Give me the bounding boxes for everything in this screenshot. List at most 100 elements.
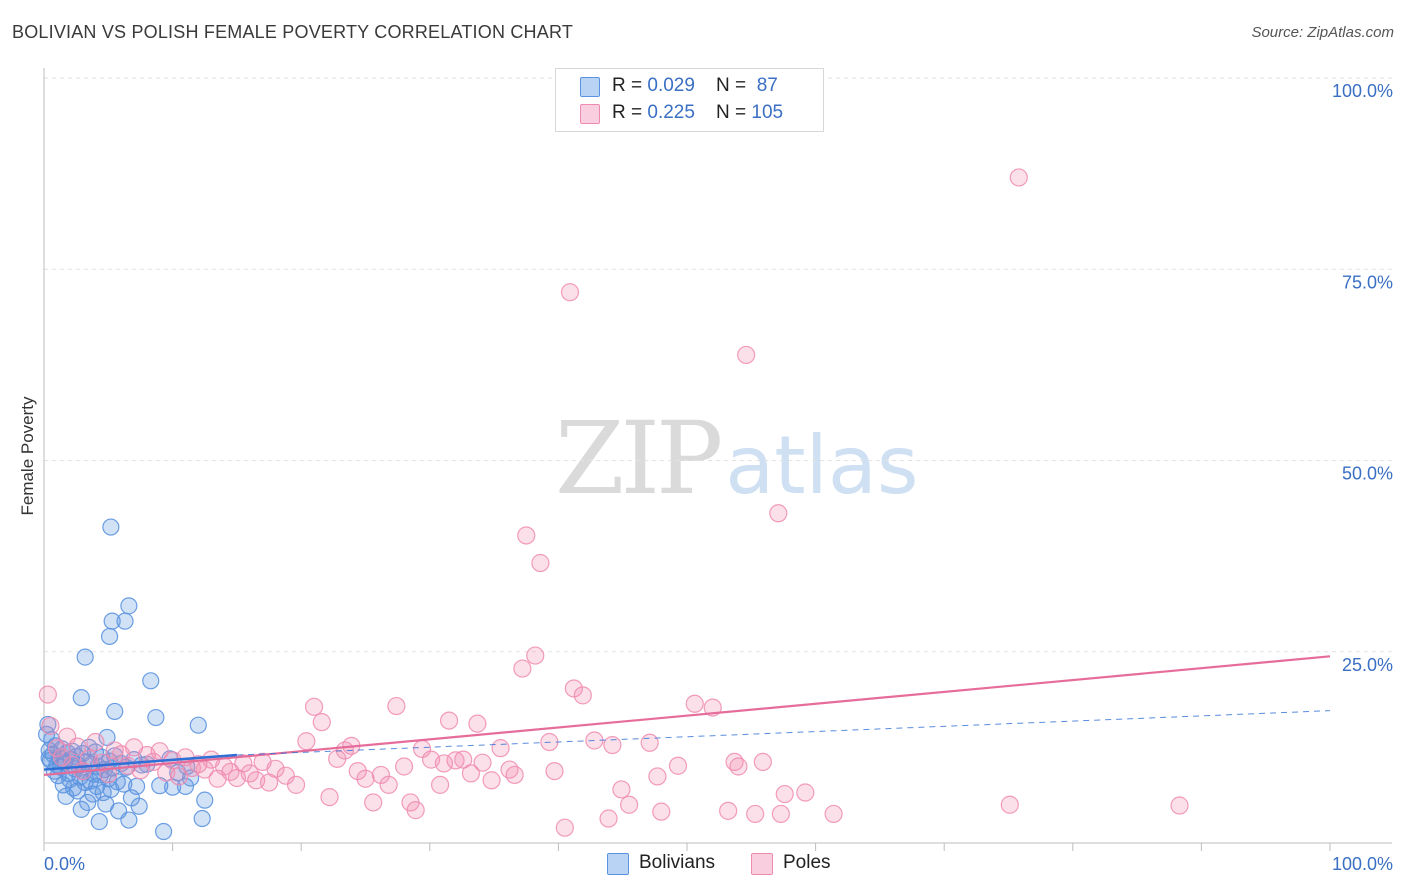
poles-point (1000, 795, 1019, 814)
poles-point (41, 716, 60, 736)
legend-n-value: 87 (751, 75, 778, 96)
poles-point (517, 526, 536, 545)
poles-point (775, 784, 794, 804)
poles-point (86, 732, 105, 752)
bolivians-point (90, 812, 108, 831)
bolivians-point (102, 518, 120, 536)
stats-legend: R = 0.029 N = 87 R = 0.225 N = 105 (555, 68, 824, 132)
legend-n-label: N = (716, 75, 752, 96)
bolivians-point (147, 708, 165, 727)
poles-point (746, 804, 765, 824)
bolivians-point (98, 728, 116, 747)
poles-point (555, 818, 574, 837)
poles-point (612, 780, 631, 799)
poles-point (312, 713, 331, 732)
poles-point (620, 795, 639, 814)
bolivians-trend-line (43, 753, 237, 771)
poles-point (356, 769, 375, 788)
bolivians-point (99, 770, 117, 788)
legend-n-label: N = (716, 102, 752, 123)
bolivians-point (103, 612, 121, 630)
poles-point (505, 765, 524, 785)
poles-point (169, 767, 189, 786)
bolivians-point (193, 809, 211, 828)
watermark-zip: ZIP (555, 400, 723, 517)
poles-point (668, 756, 688, 775)
poles-point (1170, 796, 1189, 815)
poles-point (640, 733, 659, 752)
bolivians-point (130, 797, 148, 815)
poles-point (513, 659, 532, 678)
poles-point (603, 735, 622, 755)
poles-point (652, 802, 671, 821)
bolivians-point (106, 702, 124, 721)
watermark-atlas: atlas (725, 419, 919, 512)
poles-point (648, 767, 667, 786)
y-tick-label: 100.0% (1332, 81, 1393, 101)
poles-point (599, 809, 618, 828)
poles-point (63, 755, 82, 775)
poles-point (234, 754, 253, 773)
poles-point (729, 757, 748, 776)
y-tick-label: 25.0% (1342, 655, 1393, 675)
legend-swatch-poles (751, 853, 773, 875)
bolivians-trend-dashed (236, 710, 1331, 756)
bolivians-point (142, 672, 160, 690)
poles-point (719, 801, 738, 820)
bolivians-point (189, 716, 207, 734)
legend-n-value: 105 (751, 102, 784, 123)
bolivians-point (127, 777, 146, 795)
poles-point (560, 283, 580, 302)
poles-point (545, 761, 564, 781)
poles-point (461, 764, 481, 783)
bolivians-point (72, 800, 90, 818)
poles-point (771, 804, 790, 824)
bolivians-point (196, 791, 214, 809)
poles-point (68, 737, 87, 756)
poles-point (379, 775, 398, 794)
bolivians-point (116, 612, 134, 630)
poles-point (573, 686, 592, 705)
poles-point (769, 504, 788, 523)
x-tick-label: 0.0% (44, 854, 85, 874)
bolivians-point (120, 811, 138, 829)
poles-point (240, 764, 259, 783)
poles-point (52, 748, 72, 767)
poles-point (439, 711, 459, 730)
legend-r-value: 0.029 (647, 75, 695, 96)
poles-point (473, 753, 492, 772)
poles-point (468, 714, 487, 733)
poles-point (387, 696, 406, 716)
watermark: ZIPatlas (555, 400, 919, 517)
poles-point (531, 553, 550, 573)
y-tick-label: 75.0% (1342, 272, 1393, 292)
chart-title: BOLIVIAN VS POLISH FEMALE POVERTY CORREL… (12, 22, 574, 42)
poles-point (320, 787, 339, 807)
bolivians-point (120, 597, 138, 615)
poles-point (491, 739, 510, 758)
poles-point (446, 751, 465, 770)
bolivians-point (79, 793, 97, 812)
poles-point (406, 801, 425, 820)
source-label: Source: ZipAtlas.com (1251, 24, 1394, 41)
poles-point (454, 750, 473, 769)
poles-point (38, 685, 57, 704)
poles-point (526, 646, 545, 665)
poles-point (824, 804, 843, 824)
poles-point (92, 753, 111, 772)
poles-point (500, 760, 519, 779)
legend-r-label: R = (612, 75, 648, 96)
x-tick-label: 100.0% (1332, 854, 1393, 874)
poles-point (47, 739, 66, 758)
poles-point (482, 771, 501, 790)
legend-label-bolivians: Bolivians (639, 852, 716, 873)
poles-point (348, 761, 367, 781)
series-legend: Bolivians Poles (0, 852, 1406, 876)
poles-point (564, 679, 583, 698)
poles-point (286, 775, 306, 794)
bolivians-point (76, 648, 94, 666)
bolivians-point (115, 775, 133, 793)
bolivians-point (72, 689, 90, 707)
poles-point (266, 759, 285, 778)
